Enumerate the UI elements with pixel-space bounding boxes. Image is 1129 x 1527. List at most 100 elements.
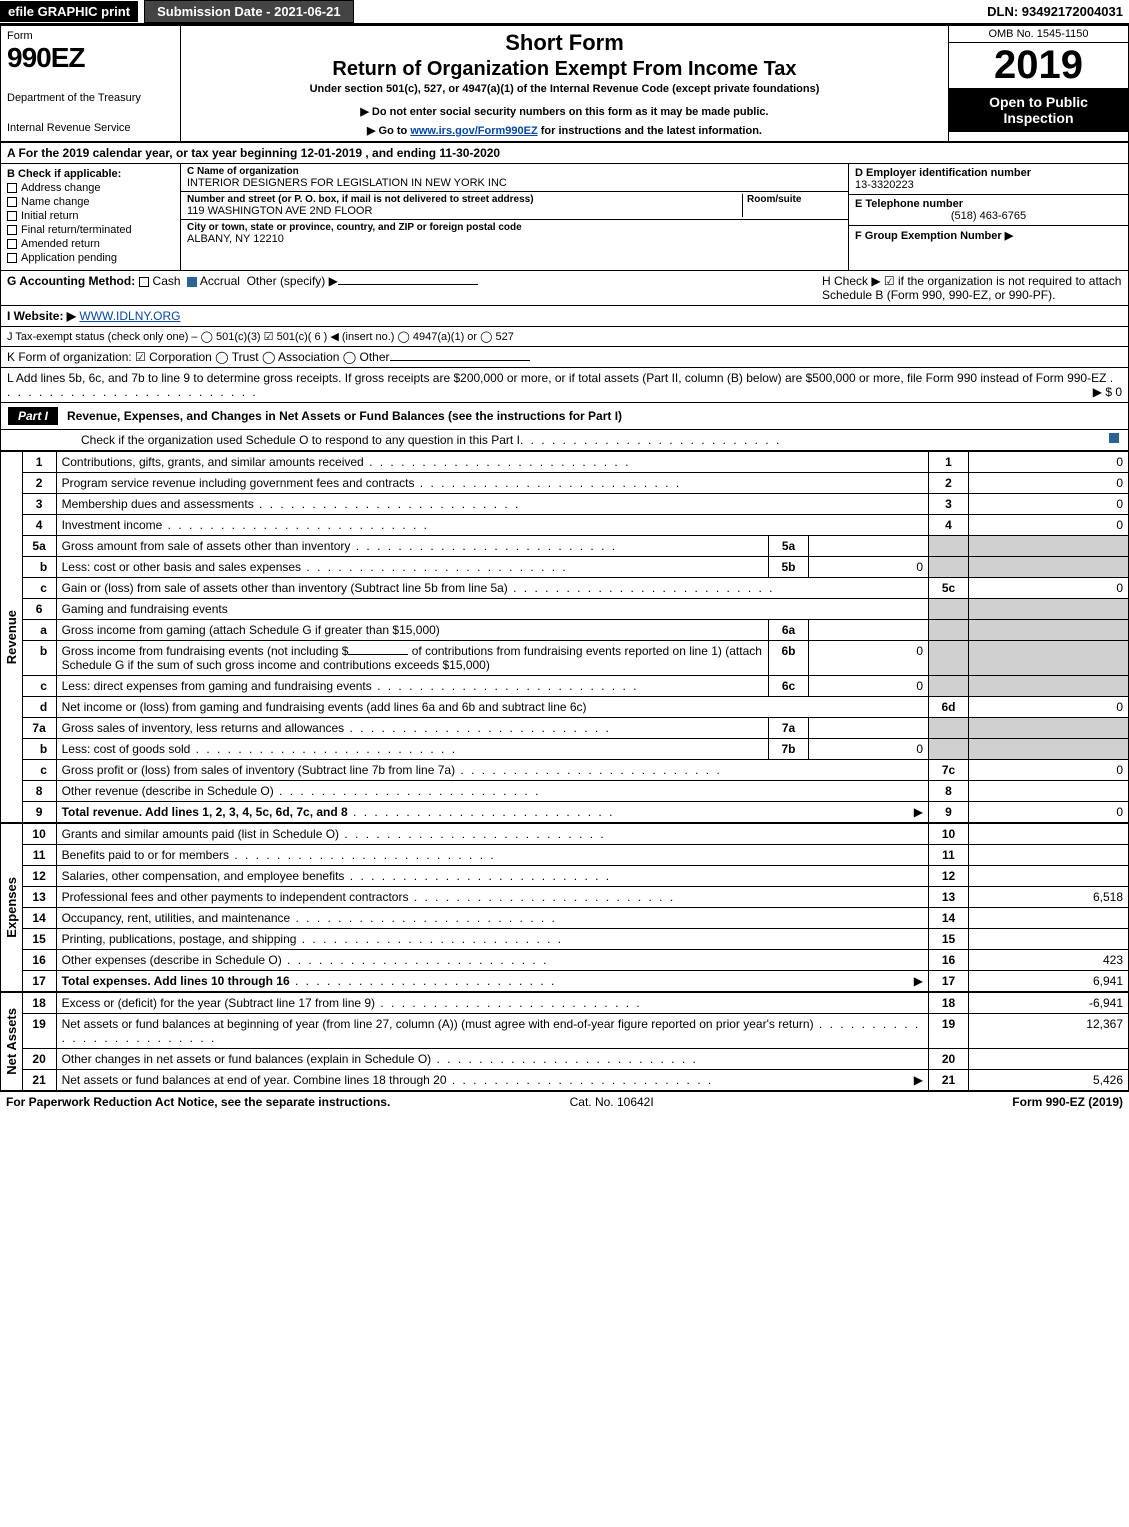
rv16: 423 <box>969 950 1129 971</box>
rv17: 6,941 <box>969 971 1129 992</box>
rn1: 1 <box>929 452 969 473</box>
section-bcd: B Check if applicable: Address change Na… <box>0 164 1129 271</box>
rn21: 21 <box>929 1070 969 1091</box>
arrow9: ▶ <box>914 805 923 819</box>
n6d: d <box>22 697 56 718</box>
revenue-table: 1 Contributions, gifts, grants, and simil… <box>22 451 1129 823</box>
footer: For Paperwork Reduction Act Notice, see … <box>0 1091 1129 1112</box>
side-expenses: Expenses <box>0 823 22 992</box>
n12: 12 <box>22 866 56 887</box>
mv6b: 0 <box>809 641 929 676</box>
top-bar: efile GRAPHIC print Submission Date - 20… <box>0 0 1129 25</box>
mn5b: 5b <box>769 557 809 578</box>
lbl-final-return: Final return/terminated <box>21 224 132 236</box>
rv12 <box>969 866 1129 887</box>
d6d: Net income or (loss) from gaming and fun… <box>62 700 587 714</box>
rv8 <box>969 781 1129 802</box>
d9: Total revenue. Add lines 1, 2, 3, 4, 5c,… <box>62 805 348 819</box>
return-title: Return of Organization Exempt From Incom… <box>185 58 944 81</box>
col-b-checkboxes: B Check if applicable: Address change Na… <box>1 164 181 270</box>
b-header: B Check if applicable: <box>7 168 174 180</box>
chk-cash[interactable] <box>139 277 149 287</box>
rv7b-grey <box>969 739 1129 760</box>
header-middle: Short Form Return of Organization Exempt… <box>181 26 948 141</box>
rn7c: 7c <box>929 760 969 781</box>
n6a: a <box>22 620 56 641</box>
rn6d: 6d <box>929 697 969 718</box>
lbl-name-change: Name change <box>21 196 90 208</box>
arrow21: ▶ <box>914 1073 923 1087</box>
rn10: 10 <box>929 824 969 845</box>
omb-number: OMB No. 1545-1150 <box>949 26 1128 43</box>
rn19: 19 <box>929 1014 969 1049</box>
n7a: 7a <box>22 718 56 739</box>
c-org-name: INTERIOR DESIGNERS FOR LEGISLATION IN NE… <box>187 177 842 189</box>
rv4: 0 <box>969 515 1129 536</box>
chk-accrual[interactable] <box>187 277 197 287</box>
c-city: ALBANY, NY 12210 <box>187 233 842 245</box>
h-block: H Check ▶ ☑ if the organization is not r… <box>822 274 1122 302</box>
lbl-amended: Amended return <box>21 238 100 250</box>
lbl-initial-return: Initial return <box>21 210 78 222</box>
d10: Grants and similar amounts paid (list in… <box>62 827 339 841</box>
rn4: 4 <box>929 515 969 536</box>
mn5a: 5a <box>769 536 809 557</box>
goto-pre: ▶ Go to <box>367 125 410 137</box>
expenses-section: Expenses 10 Grants and similar amounts pa… <box>0 823 1129 992</box>
n6: 6 <box>22 599 56 620</box>
chk-initial-return[interactable] <box>7 211 17 221</box>
c-street-label: Number and street (or P. O. box, if mail… <box>187 194 742 205</box>
d1: Contributions, gifts, grants, and simila… <box>62 455 364 469</box>
rv5a-grey <box>969 536 1129 557</box>
d14: Occupancy, rent, utilities, and maintena… <box>62 911 291 925</box>
c-name-label: C Name of organization <box>187 166 842 177</box>
rv7c: 0 <box>969 760 1129 781</box>
n16: 16 <box>22 950 56 971</box>
footer-cat: Cat. No. 10642I <box>570 1095 654 1109</box>
e-tel: (518) 463-6765 <box>855 210 1122 222</box>
rn7b-grey <box>929 739 969 760</box>
i-website-link[interactable]: WWW.IDLNY.ORG <box>79 309 180 323</box>
header-right: OMB No. 1545-1150 2019 Open to Public In… <box>948 26 1128 141</box>
rv1: 0 <box>969 452 1129 473</box>
part1-checkbox[interactable] <box>1109 433 1119 443</box>
goto-link[interactable]: www.irs.gov/Form990EZ <box>410 125 537 137</box>
mv5a <box>809 536 929 557</box>
n21: 21 <box>22 1070 56 1091</box>
d17: Total expenses. Add lines 10 through 16 <box>62 974 290 988</box>
efile-print-button[interactable]: efile GRAPHIC print <box>0 1 138 22</box>
rv14 <box>969 908 1129 929</box>
dept-treasury: Department of the Treasury <box>7 92 174 104</box>
d6: Gaming and fundraising events <box>56 599 928 620</box>
chk-address-change[interactable] <box>7 183 17 193</box>
form-word: Form <box>7 30 174 42</box>
rv10 <box>969 824 1129 845</box>
k-other-line[interactable] <box>390 360 530 361</box>
chk-final-return[interactable] <box>7 225 17 235</box>
d19: Net assets or fund balances at beginning… <box>62 1017 814 1031</box>
mv7a <box>809 718 929 739</box>
rv2: 0 <box>969 473 1129 494</box>
form-header: Form 990EZ Department of the Treasury In… <box>0 25 1129 142</box>
chk-application-pending[interactable] <box>7 253 17 263</box>
chk-amended[interactable] <box>7 239 17 249</box>
mv6c: 0 <box>809 676 929 697</box>
chk-name-change[interactable] <box>7 197 17 207</box>
rn3: 3 <box>929 494 969 515</box>
n14: 14 <box>22 908 56 929</box>
other-specify-line[interactable] <box>338 284 478 285</box>
side-revenue: Revenue <box>0 451 22 823</box>
submission-date-button[interactable]: Submission Date - 2021-06-21 <box>144 0 354 23</box>
6b-blank[interactable] <box>348 654 408 655</box>
mv6a <box>809 620 929 641</box>
n7b: b <box>22 739 56 760</box>
rn13: 13 <box>929 887 969 908</box>
n15: 15 <box>22 929 56 950</box>
f-grp-label: F Group Exemption Number ▶ <box>855 229 1122 242</box>
rn8: 8 <box>929 781 969 802</box>
rv9: 0 <box>969 802 1129 823</box>
rn6-grey <box>929 599 969 620</box>
d6b1: Gross income from fundraising events (no… <box>62 644 349 658</box>
n18: 18 <box>22 993 56 1014</box>
d16: Other expenses (describe in Schedule O) <box>62 953 282 967</box>
